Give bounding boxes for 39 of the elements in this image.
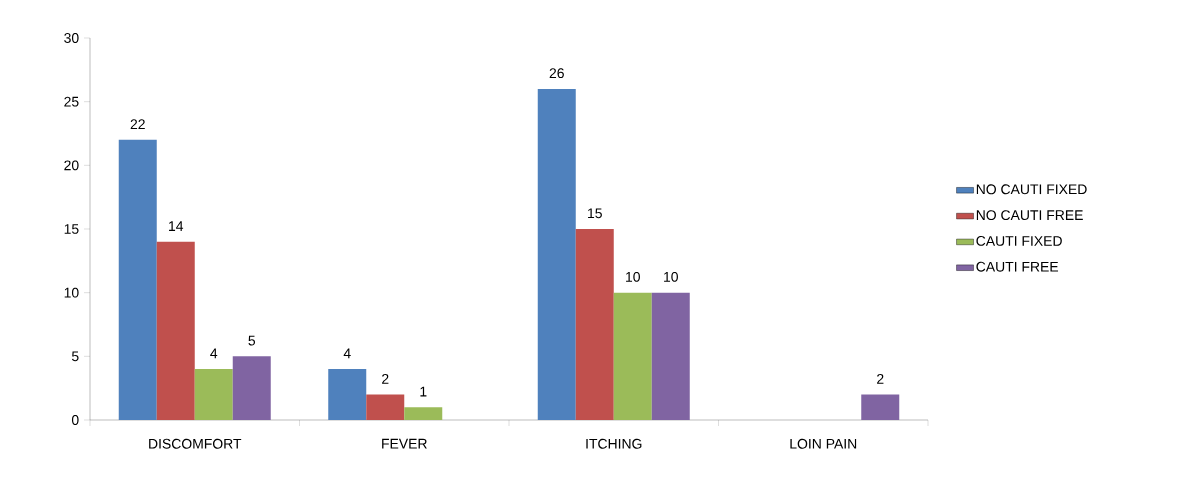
x-tick-label: ITCHING [586,438,642,449]
data-label: 4 [210,348,218,359]
data-label: 5 [248,335,256,346]
legend-label: CAUTI FIXED [976,235,1062,246]
x-tick-label: LOIN PAIN [790,438,857,449]
bar [651,292,690,420]
data-label: 10 [626,271,640,282]
y-tick-label: 10 [64,287,79,298]
bar [232,356,271,420]
y-tick-label: 5 [71,351,79,362]
y-tick-label: 25 [64,96,79,107]
y-tick-label: 30 [64,33,79,43]
legend-label: NO CAUTI FIXED [976,184,1087,195]
data-label: 10 [664,271,678,282]
bar [156,241,195,420]
x-tick-label: FEVER [382,438,427,449]
data-label: 26 [549,68,564,79]
legend-label: CAUTI FREE [976,261,1059,272]
data-label: 1 [420,386,427,397]
y-tick-label: 20 [64,160,79,171]
y-tick-label: 0 [71,415,79,425]
bar [404,407,443,420]
bar [194,369,233,420]
data-label: 22 [130,119,145,130]
bar [537,88,576,420]
data-label: 14 [169,221,184,231]
bar [861,394,900,420]
data-label: 15 [588,208,602,219]
data-label: 2 [877,373,884,384]
x-tick-label: DISCOMFORT [149,438,242,449]
y-tick-label: 15 [64,224,79,234]
bar [118,139,157,420]
data-label: 4 [343,348,351,359]
bar [366,394,405,420]
bar [613,292,652,420]
legend-label: NO CAUTI FREE [976,210,1083,221]
bar [328,369,367,420]
data-label: 2 [382,373,389,384]
bar [575,229,614,420]
